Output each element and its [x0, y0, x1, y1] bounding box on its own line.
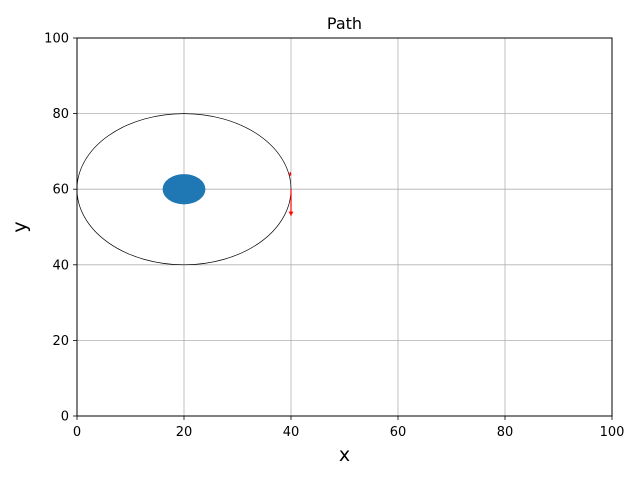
chart-title: Path	[327, 14, 362, 33]
y-axis-label: y	[9, 221, 31, 232]
velocity-arrowhead	[288, 172, 292, 175]
y-tick-label: 80	[52, 107, 69, 122]
ticks: 0 20 40 60 80 100 0 20 40 60 80 100	[44, 32, 624, 441]
central-body-marker	[162, 174, 206, 205]
x-tick-label: 0	[73, 425, 81, 440]
y-tick-label: 100	[44, 32, 69, 47]
y-tick-label: 20	[52, 334, 69, 349]
x-tick-label: 80	[497, 425, 514, 440]
arrow-layer	[288, 172, 294, 216]
x-axis-label: x	[339, 444, 350, 466]
y-tick-label: 60	[52, 183, 69, 198]
x-tick-label: 40	[283, 425, 300, 440]
body-layer	[162, 174, 206, 205]
x-tick-label: 60	[390, 425, 407, 440]
x-tick-label: 100	[600, 425, 625, 440]
grid	[76, 37, 613, 417]
y-tick-label: 40	[52, 258, 69, 273]
plot-frame	[76, 37, 613, 417]
x-tick-label: 20	[176, 425, 193, 440]
y-tick-label: 0	[61, 410, 69, 425]
velocity-arrowhead	[288, 211, 294, 216]
